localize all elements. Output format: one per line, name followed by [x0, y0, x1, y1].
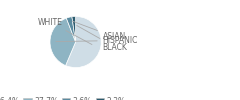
Legend: 56.4%, 37.7%, 3.6%, 2.3%: 56.4%, 37.7%, 3.6%, 2.3% — [0, 94, 129, 100]
Text: WHITE: WHITE — [37, 18, 92, 44]
Wedge shape — [66, 17, 76, 42]
Text: ASIAN: ASIAN — [72, 21, 126, 41]
Wedge shape — [66, 16, 101, 68]
Wedge shape — [72, 16, 76, 42]
Wedge shape — [50, 18, 76, 66]
Text: BLACK: BLACK — [77, 26, 128, 52]
Text: HISPANIC: HISPANIC — [56, 36, 138, 45]
